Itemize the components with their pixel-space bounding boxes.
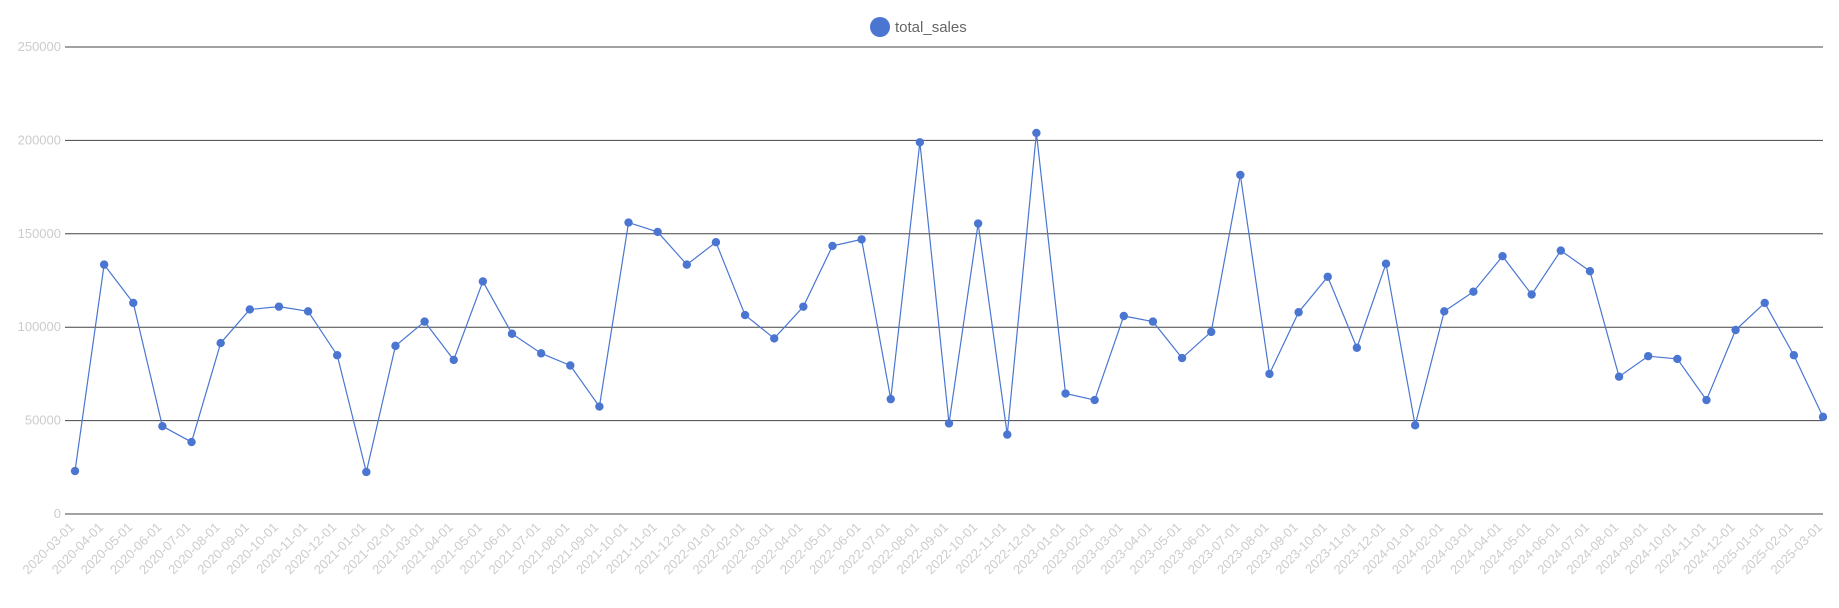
data-point[interactable] [1644, 351, 1653, 361]
data-point[interactable] [1265, 369, 1274, 379]
data-point[interactable] [1090, 395, 1099, 405]
x-axis: 2020-03-012020-04-012020-05-012020-06-01… [19, 520, 1825, 578]
data-point[interactable] [70, 466, 80, 476]
data-point[interactable] [1061, 389, 1070, 398]
data-point[interactable] [99, 260, 109, 269]
data-point[interactable] [770, 334, 779, 343]
legend[interactable]: total_sales [870, 17, 967, 37]
data-point[interactable] [449, 355, 458, 365]
data-point[interactable] [682, 260, 691, 269]
data-point[interactable] [303, 307, 313, 316]
data-point[interactable] [973, 219, 983, 228]
data-point[interactable] [158, 422, 167, 431]
data-point[interactable] [1236, 170, 1245, 180]
data-point[interactable] [1177, 353, 1187, 363]
data-point[interactable] [1469, 287, 1478, 296]
data-point[interactable] [915, 138, 925, 147]
data-point[interactable] [245, 305, 254, 314]
data-point[interactable] [1352, 343, 1362, 352]
data-point[interactable] [1702, 395, 1711, 405]
data-point[interactable] [1119, 311, 1129, 321]
data-point[interactable] [886, 394, 895, 404]
data-point[interactable] [711, 238, 721, 247]
data-point[interactable] [1207, 327, 1216, 337]
y-axis: 0 50000 100000 150000 200000 250000 [18, 39, 61, 521]
data-point[interactable] [1440, 307, 1449, 316]
data-point[interactable] [857, 235, 866, 244]
data-point[interactable] [1148, 317, 1158, 326]
y-tick-label: 50000 [25, 413, 61, 428]
data-point[interactable] [216, 338, 225, 348]
y-tick-label: 150000 [18, 226, 61, 241]
data-point[interactable] [1381, 259, 1391, 268]
data-point[interactable] [1323, 272, 1332, 281]
data-point[interactable] [1556, 246, 1566, 255]
data-point[interactable] [274, 302, 284, 311]
data-point[interactable] [187, 437, 196, 447]
data-point[interactable] [828, 241, 837, 251]
data-point[interactable] [1032, 128, 1041, 138]
data-point[interactable] [478, 277, 488, 286]
data-point[interactable] [420, 317, 429, 326]
legend-label: total_sales [895, 19, 967, 36]
data-point[interactable] [1818, 412, 1828, 422]
data-point[interactable] [1003, 430, 1012, 439]
data-point[interactable] [653, 227, 662, 237]
gridlines [65, 46, 1823, 515]
data-point[interactable] [1614, 372, 1624, 381]
data-point[interactable] [799, 302, 808, 311]
data-point[interactable] [1731, 325, 1740, 335]
data-point[interactable] [566, 361, 575, 370]
data-point[interactable] [129, 298, 138, 308]
data-point[interactable] [1673, 354, 1682, 364]
data-point[interactable] [1789, 351, 1799, 360]
data-point[interactable] [507, 329, 517, 338]
data-point[interactable] [1585, 266, 1595, 276]
series-total-sales [70, 128, 1828, 477]
data-point[interactable] [944, 419, 954, 428]
y-tick-label: 200000 [18, 132, 61, 147]
legend-marker [870, 17, 890, 37]
data-point[interactable] [536, 349, 546, 358]
data-point[interactable] [362, 467, 371, 477]
y-tick-label: 0 [54, 506, 61, 521]
data-point[interactable] [1760, 298, 1769, 308]
data-point[interactable] [1410, 421, 1420, 430]
data-point[interactable] [391, 341, 400, 351]
data-point[interactable] [740, 310, 750, 320]
data-point[interactable] [1498, 252, 1507, 261]
data-point[interactable] [1294, 308, 1303, 317]
data-point[interactable] [624, 218, 633, 227]
data-point[interactable] [333, 351, 342, 360]
y-tick-label: 250000 [18, 39, 61, 54]
data-point[interactable] [595, 402, 604, 411]
y-tick-label: 100000 [18, 319, 61, 334]
data-point[interactable] [1527, 290, 1536, 299]
